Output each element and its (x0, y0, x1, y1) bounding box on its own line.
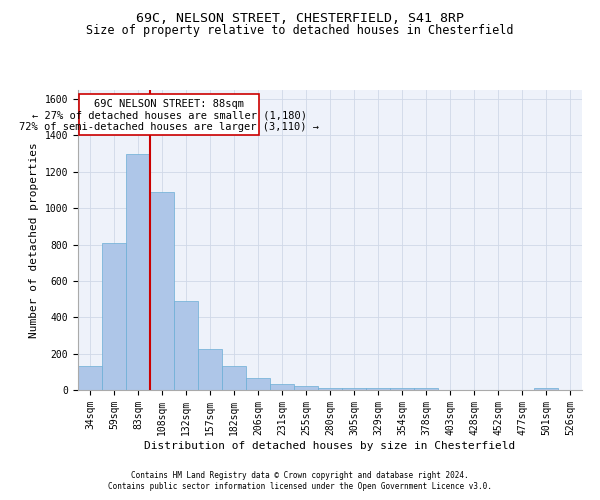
Text: 69C NELSON STREET: 88sqm: 69C NELSON STREET: 88sqm (94, 98, 244, 108)
Text: Contains public sector information licensed under the Open Government Licence v3: Contains public sector information licen… (108, 482, 492, 491)
Bar (318, 388, 342, 390)
Text: ← 27% of detached houses are smaller (1,180): ← 27% of detached houses are smaller (1,… (32, 110, 307, 120)
Bar (342, 388, 366, 390)
Text: Contains HM Land Registry data © Crown copyright and database right 2024.: Contains HM Land Registry data © Crown c… (131, 471, 469, 480)
Bar (270, 384, 294, 390)
Bar (102, 242, 126, 390)
Bar (534, 388, 558, 390)
X-axis label: Distribution of detached houses by size in Chesterfield: Distribution of detached houses by size … (145, 440, 515, 450)
Text: 72% of semi-detached houses are larger (3,110) →: 72% of semi-detached houses are larger (… (19, 122, 319, 132)
Bar (222, 366, 246, 390)
Bar (126, 154, 150, 390)
Bar (78, 366, 102, 390)
Bar (414, 388, 438, 390)
Text: 69C, NELSON STREET, CHESTERFIELD, S41 8RP: 69C, NELSON STREET, CHESTERFIELD, S41 8R… (136, 12, 464, 26)
Y-axis label: Number of detached properties: Number of detached properties (29, 142, 39, 338)
Bar (174, 301, 198, 390)
Text: Size of property relative to detached houses in Chesterfield: Size of property relative to detached ho… (86, 24, 514, 37)
FancyBboxPatch shape (79, 94, 259, 136)
Bar (390, 388, 414, 390)
Bar (246, 378, 270, 390)
Bar (294, 386, 318, 390)
Bar (150, 192, 174, 390)
Bar (198, 349, 222, 390)
Bar (366, 388, 390, 390)
